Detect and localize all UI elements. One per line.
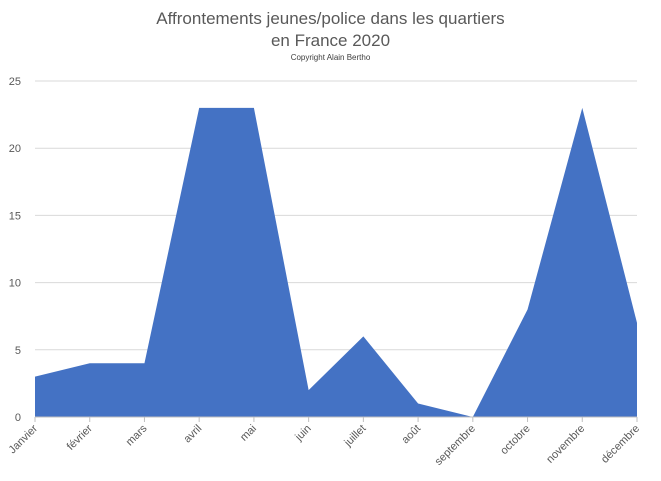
x-tick-label: septembre	[433, 423, 478, 468]
chart-subtitle: Copyright Alain Bertho	[290, 53, 371, 62]
x-tick-label: juin	[292, 423, 313, 444]
x-tick-label: avril	[182, 423, 205, 446]
x-tick-label: juillet	[342, 423, 369, 450]
chart-title: Affrontements jeunes/police dans les qua…	[0, 8, 661, 52]
x-tick-label: Janvier	[7, 422, 41, 456]
x-tick-label: mai	[238, 423, 259, 444]
y-tick-label: 5	[15, 345, 21, 357]
y-tick-label: 25	[9, 76, 21, 88]
x-tick-label: octobre	[498, 423, 532, 457]
y-tick-label: 15	[9, 210, 21, 222]
y-tick-label: 0	[15, 412, 21, 424]
series-area	[35, 107, 637, 417]
chart-title-line1: Affrontements jeunes/police dans les qua…	[156, 9, 505, 28]
y-tick-label: 20	[9, 143, 21, 155]
x-tick-label: décembre	[599, 423, 642, 466]
x-tick-label: février	[65, 422, 95, 452]
x-tick-label: août	[400, 423, 424, 447]
y-tick-label: 10	[9, 278, 21, 290]
chart-title-line2: en France 2020	[270, 31, 391, 50]
x-tick-label: mars	[124, 422, 150, 448]
x-tick-label: novembre	[544, 423, 587, 466]
